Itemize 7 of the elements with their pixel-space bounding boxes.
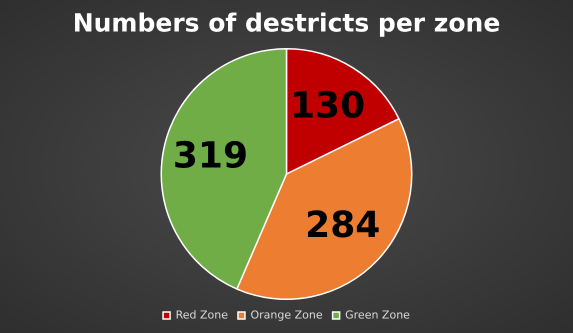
legend-label: Red Zone bbox=[176, 308, 228, 322]
chart-title: Numbers of destricts per zone bbox=[72, 8, 500, 38]
data-label: 130 bbox=[290, 85, 366, 126]
legend-label: Green Zone bbox=[345, 308, 410, 322]
data-label: 284 bbox=[305, 204, 380, 246]
data-label: 319 bbox=[172, 136, 248, 177]
legend-label: Orange Zone bbox=[250, 308, 323, 322]
